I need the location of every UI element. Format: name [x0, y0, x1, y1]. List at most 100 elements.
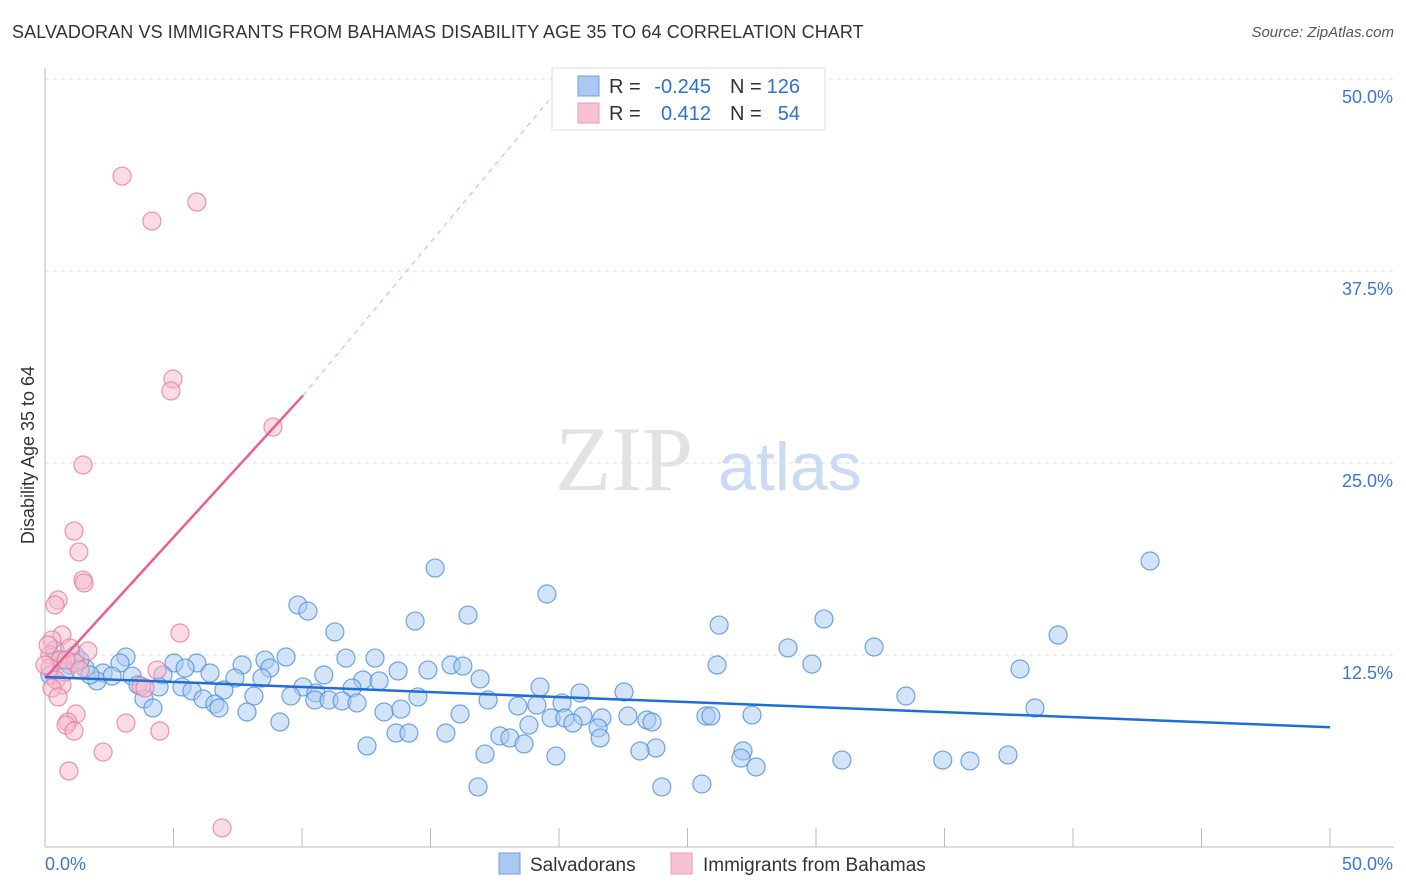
salvadoran-point	[546, 746, 566, 766]
salvadoran-point	[527, 695, 547, 715]
salvadoran-point	[746, 757, 766, 777]
bahamas-point	[135, 678, 155, 698]
salvadoran-point	[630, 741, 650, 761]
salvadoran-point	[209, 698, 229, 718]
x-tick-label-min: 0.0%	[45, 854, 86, 874]
salvadoran-point	[374, 702, 394, 722]
bahamas-point	[147, 660, 167, 680]
n-label-blue: N =	[730, 76, 762, 98]
salvadoran-point	[514, 734, 534, 754]
salvadoran-point	[252, 668, 272, 688]
salvadoran-point	[200, 663, 220, 683]
legend-salvadorans-label: Salvadorans	[530, 855, 636, 876]
salvadoran-point	[475, 744, 495, 764]
n-value-pink: 54	[778, 103, 800, 125]
salvadoran-point	[508, 696, 528, 716]
salvadoran-point	[468, 777, 488, 797]
y-tick-label: 50.0%	[1342, 87, 1393, 107]
salvadoran-point	[1025, 698, 1045, 718]
salvadoran-point	[425, 558, 445, 578]
salvadoran-point	[778, 638, 798, 658]
source-label: Source: ZipAtlas.com	[1251, 24, 1394, 41]
salvadorans-points	[40, 551, 1160, 797]
salvadoran-point	[365, 648, 385, 668]
chart-title: SALVADORAN VS IMMIGRANTS FROM BAHAMAS DI…	[12, 22, 864, 42]
bahamas-point	[150, 721, 170, 741]
bahamas-point	[112, 166, 132, 186]
salvadoran-point	[742, 705, 762, 725]
y-axis-label: Disability Age 35 to 64	[18, 366, 38, 544]
salvadoran-point	[399, 723, 419, 743]
salvadoran-point	[709, 615, 729, 635]
bahamas-point	[70, 660, 90, 680]
salvadoran-point	[281, 686, 301, 706]
bahamas-point	[69, 542, 89, 562]
salvadoran-point	[418, 660, 438, 680]
salvadoran-point	[519, 715, 539, 735]
salvadoran-point	[1048, 625, 1068, 645]
r-label-blue: R =	[609, 76, 641, 98]
salvadoran-point	[652, 777, 672, 797]
y-tick-label: 37.5%	[1342, 279, 1393, 299]
x-ticks	[44, 828, 1331, 847]
salvadoran-point	[692, 774, 712, 794]
legend-bahamas-swatch	[670, 852, 693, 875]
stats-legend: R = -0.245 N = 126 R = 0.412 N = 54	[551, 67, 826, 131]
r-value-blue: -0.245	[654, 76, 711, 98]
salvadoran-point	[642, 712, 662, 732]
salvadoran-point	[537, 584, 557, 604]
salvadoran-point	[214, 680, 234, 700]
n-label-pink: N =	[730, 103, 762, 125]
salvadoran-point	[388, 661, 408, 681]
salvadoran-point	[646, 738, 666, 758]
salvadoran-point	[802, 654, 822, 674]
watermark-zip: ZIP	[555, 408, 693, 510]
trend-lines	[44, 100, 1331, 729]
bahamas-point	[116, 713, 136, 733]
bahamas-point	[93, 742, 113, 762]
bahamas-points	[35, 166, 283, 838]
salvadoran-point	[458, 605, 478, 625]
bahamas-point	[35, 655, 55, 675]
legend-salvadorans-swatch	[498, 852, 521, 875]
bahamas-point	[187, 192, 207, 212]
salvadoran-point	[614, 682, 634, 702]
salvadoran-point	[244, 686, 264, 706]
salvadoran-point	[347, 693, 367, 713]
watermark-atlas: atlas	[718, 429, 862, 505]
bahamas-trend-line	[44, 394, 304, 679]
salvadoran-point	[450, 704, 470, 724]
salvadoran-point	[298, 601, 318, 621]
bahamas-swatch	[577, 102, 600, 124]
salvadoran-point	[453, 656, 473, 676]
salvadorans-swatch	[577, 75, 600, 97]
salvadoran-point	[276, 647, 296, 667]
salvadoran-point	[707, 655, 727, 675]
bahamas-point	[64, 521, 84, 541]
salvadoran-point	[530, 677, 550, 697]
salvadoran-point	[1010, 659, 1030, 679]
salvadoran-point	[590, 728, 610, 748]
bahamas-point	[45, 595, 65, 615]
salvadoran-point	[270, 712, 290, 732]
salvadoran-point	[314, 665, 334, 685]
bahamas-point	[161, 381, 181, 401]
y-tick-label: 12.5%	[1342, 663, 1393, 683]
salvadoran-point	[563, 713, 583, 733]
bahamas-trend-extension	[302, 100, 550, 396]
salvadoran-point	[436, 723, 456, 743]
salvadoran-point	[960, 751, 980, 771]
bahamas-point	[74, 573, 94, 593]
salvadoran-point	[225, 668, 245, 688]
bahamas-point	[38, 635, 58, 655]
y-tick-label: 25.0%	[1342, 471, 1393, 491]
salvadoran-point	[391, 699, 411, 719]
legend-bahamas-label: Immigrants from Bahamas	[703, 855, 926, 876]
salvadoran-point	[731, 748, 751, 768]
watermark: ZIP atlas	[555, 408, 862, 510]
salvadoran-point	[336, 648, 356, 668]
r-value-pink: 0.412	[661, 103, 711, 125]
salvadoran-point	[896, 686, 916, 706]
